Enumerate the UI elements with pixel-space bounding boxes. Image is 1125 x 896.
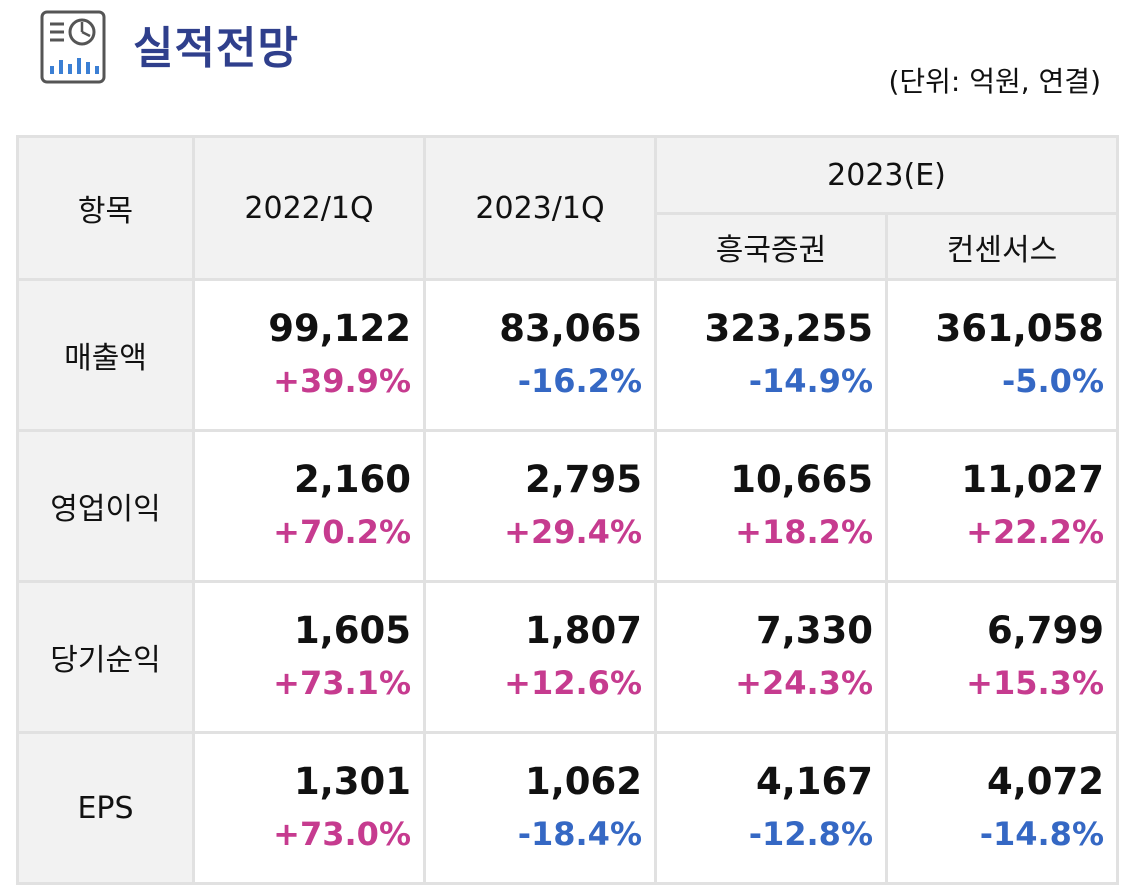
cell-change: -14.9% <box>748 361 873 400</box>
cell-change: +29.4% <box>504 512 642 551</box>
cell-change: +22.2% <box>966 512 1104 551</box>
cell-change: -18.4% <box>517 814 642 853</box>
table-cell: 323,255 -14.9% <box>654 278 888 432</box>
unit-note: (단위: 억원, 연결) <box>888 65 1101 98</box>
cell-value: 1,062 <box>524 760 642 804</box>
cell-change: +24.3% <box>735 663 873 702</box>
cell-change: -16.2% <box>517 361 642 400</box>
table-row: 당기순익 1,605 +73.1% 1,807 +12.6% 7,330 +24.3% 6,7… <box>16 580 1119 734</box>
col-header-2023q1: 2023/1Q <box>423 135 657 281</box>
cell-value: 83,065 <box>499 307 642 351</box>
row-label: EPS <box>16 731 195 885</box>
cell-change: -14.8% <box>979 814 1104 853</box>
cell-change: -5.0% <box>1001 361 1104 400</box>
cell-change: +73.0% <box>273 814 411 853</box>
col-header-2022q1: 2022/1Q <box>192 135 426 281</box>
cell-change: -12.8% <box>748 814 873 853</box>
row-label: 영업이익 <box>16 429 195 583</box>
table-cell: 4,072 -14.8% <box>885 731 1119 885</box>
page-title: 실적전망 <box>133 23 299 74</box>
table-cell: 2,795 +29.4% <box>423 429 657 583</box>
earnings-table: 항목 2022/1Q 2023/1Q 2023(E) 흥국증권 컨센서스 매출액… <box>16 135 1119 885</box>
cell-value: 1,807 <box>524 609 642 653</box>
table-cell: 10,665 +18.2% <box>654 429 888 583</box>
cell-value: 1,605 <box>293 609 411 653</box>
col-header-heungkuk: 흥국증권 <box>654 212 888 281</box>
table-cell: 83,065 -16.2% <box>423 278 657 432</box>
cell-value: 361,058 <box>935 307 1104 351</box>
table-row: EPS 1,301 +73.0% 1,062 -18.4% 4,167 -12.8% 4,07… <box>16 731 1119 885</box>
table-cell: 2,160 +70.2% <box>192 429 426 583</box>
cell-change: +18.2% <box>735 512 873 551</box>
table-cell: 6,799 +15.3% <box>885 580 1119 734</box>
table-cell: 1,605 +73.1% <box>192 580 426 734</box>
cell-value: 2,160 <box>293 458 411 502</box>
table-cell: 1,807 +12.6% <box>423 580 657 734</box>
cell-value: 99,122 <box>268 307 411 351</box>
cell-value: 2,795 <box>524 458 642 502</box>
row-label: 매출액 <box>16 278 195 432</box>
col-header-2023e: 2023(E) <box>654 135 1119 215</box>
table-cell: 11,027 +22.2% <box>885 429 1119 583</box>
table-cell: 1,301 +73.0% <box>192 731 426 885</box>
col-header-item: 항목 <box>16 135 195 281</box>
cell-change: +70.2% <box>273 512 411 551</box>
cell-value: 4,072 <box>986 760 1104 804</box>
table-cell: 7,330 +24.3% <box>654 580 888 734</box>
table-row: 영업이익 2,160 +70.2% 2,795 +29.4% 10,665 +18.2% 11… <box>16 429 1119 583</box>
cell-change: +73.1% <box>273 663 411 702</box>
cell-change: +15.3% <box>966 663 1104 702</box>
table-cell: 361,058 -5.0% <box>885 278 1119 432</box>
cell-value: 4,167 <box>755 760 873 804</box>
cell-value: 323,255 <box>704 307 873 351</box>
table-cell: 4,167 -12.8% <box>654 731 888 885</box>
cell-change: +12.6% <box>504 663 642 702</box>
page-header: 실적전망 (단위: 억원, 연결) <box>0 0 1125 120</box>
cell-change: +39.9% <box>273 361 411 400</box>
cell-value: 7,330 <box>755 609 873 653</box>
cell-value: 11,027 <box>961 458 1104 502</box>
col-header-consensus: 컨센서스 <box>885 212 1119 281</box>
cell-value: 10,665 <box>730 458 873 502</box>
cell-value: 1,301 <box>293 760 411 804</box>
cell-value: 6,799 <box>986 609 1104 653</box>
table-cell: 99,122 +39.9% <box>192 278 426 432</box>
table-row: 매출액 99,122 +39.9% 83,065 -16.2% 323,255 -14.9%… <box>16 278 1119 432</box>
report-chart-icon <box>40 10 106 84</box>
table-cell: 1,062 -18.4% <box>423 731 657 885</box>
row-label: 당기순익 <box>16 580 195 734</box>
